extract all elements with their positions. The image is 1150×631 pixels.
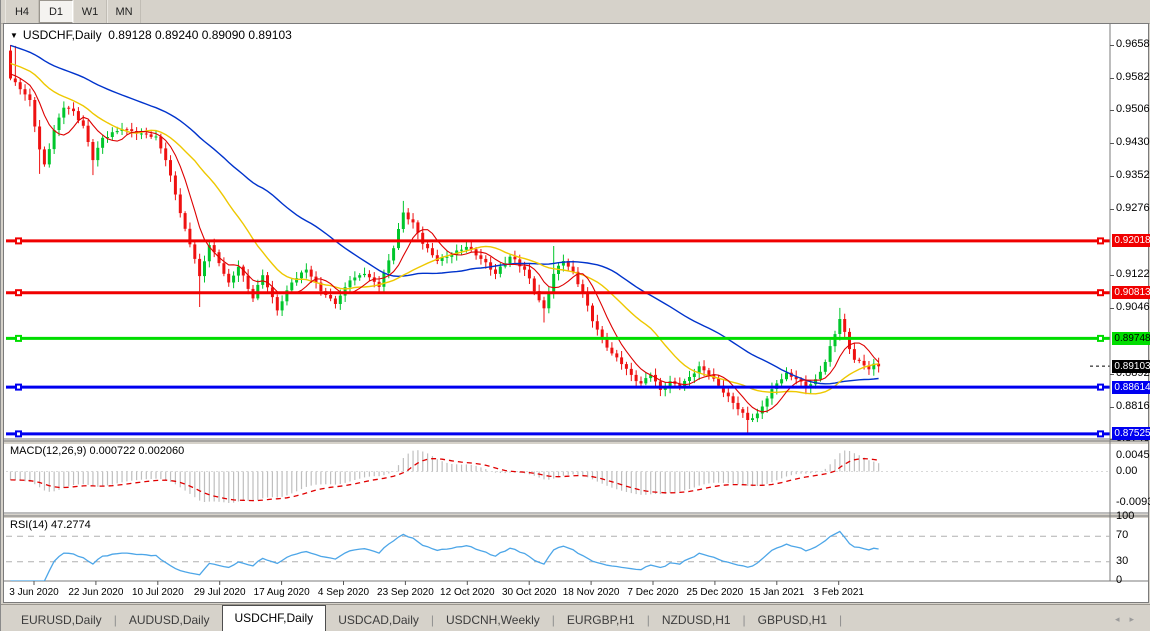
h-line-anchor-center [17, 239, 20, 243]
chart-tab-usdchf-daily[interactable]: USDCHF,Daily [221, 605, 327, 631]
tab-separator: | [430, 613, 434, 627]
tab-scroll-right-icon[interactable]: ▸ [1129, 614, 1144, 624]
time-axis-label: 29 Jul 2020 [193, 587, 246, 598]
price-axis-tick [1110, 209, 1114, 211]
price-axis-tick [1110, 77, 1114, 79]
chart-menu-triangle-icon[interactable]: ▼ [10, 31, 18, 40]
rsi-pane [6, 530, 1110, 581]
price-axis-tick [1110, 176, 1114, 178]
price-badge-0.92018: 0.92018 [1112, 234, 1150, 248]
chart-tab-gbpusd-h1[interactable]: GBPUSD,H1 [757, 613, 828, 627]
ma-slow-line [10, 44, 879, 385]
macd-axis-label--0.009348: -0.009348 [1116, 496, 1150, 509]
time-axis-label: 3 Jun 2020 [9, 587, 59, 598]
timeframe-button-d1[interactable]: D1 [39, 0, 73, 23]
chart-tab-bar: EURUSD,Daily | AUDUSD,Daily USDCHF,Daily USD… [1, 604, 1150, 631]
tab-separator: | [113, 613, 117, 627]
h-line-anchor-center [17, 336, 20, 340]
candlestick-series [9, 44, 881, 434]
price-axis-tick [1110, 275, 1114, 277]
pane-gap [4, 440, 1148, 444]
time-axis-label: 7 Dec 2020 [627, 587, 679, 598]
macd-pane [6, 450, 1110, 503]
time-axis-label: 23 Sep 2020 [377, 587, 434, 598]
ma-fast-line [10, 73, 879, 413]
time-axis-label: 12 Oct 2020 [440, 587, 495, 598]
tab-scroll-arrows: ◂▸ [1115, 614, 1144, 625]
rsi-line [10, 530, 879, 581]
tab-separator: | [551, 613, 555, 627]
time-axis-label: 15 Jan 2021 [749, 587, 805, 598]
rsi-axis-label-0: 0 [1116, 574, 1123, 586]
chart-tab-eurusd-daily[interactable]: EURUSD,Daily [21, 613, 102, 627]
chart-tab-audusd-daily[interactable]: AUDUSD,Daily [128, 613, 210, 627]
time-axis-label: 25 Dec 2020 [686, 587, 744, 598]
time-axis-label: 3 Feb 2021 [813, 587, 864, 598]
price-badge-0.89748: 0.89748 [1112, 331, 1150, 345]
rsi-axis-label-30: 30 [1116, 554, 1129, 567]
macd-signal-line [10, 457, 879, 502]
timeframe-button-h4[interactable]: H4 [5, 0, 39, 23]
chart-symbol-label: USDCHF,Daily [22, 28, 102, 42]
time-axis-label: 10 Jul 2020 [131, 587, 184, 598]
rsi-axis-label-100: 100 [1116, 510, 1135, 522]
time-axis-label: 30 Oct 2020 [501, 587, 557, 598]
macd-axis-label-0.00: 0.00 [1116, 464, 1138, 477]
h-line-anchor-center [1099, 385, 1102, 389]
timeframe-button-mn[interactable]: MN [107, 0, 141, 23]
h-line-anchor-center [17, 291, 20, 295]
price-badge-0.89103: 0.89103 [1112, 359, 1150, 373]
h-line-anchor-center [1099, 291, 1102, 295]
h-line-anchor-center [1099, 432, 1102, 436]
chart-window: ▼ USDCHF,Daily 0.89128 0.89240 0.89090 0.… [3, 23, 1150, 603]
ma-mid-line [10, 62, 879, 395]
time-axis-label: 22 Jun 2020 [68, 587, 124, 598]
price-axis-tick [1110, 142, 1114, 144]
h-line-anchor-center [1099, 336, 1102, 340]
price-axis-tick [1110, 373, 1114, 375]
chart-tab-nzdusd-h1[interactable]: NZDUSD,H1 [661, 613, 731, 627]
chart-title: ▼ USDCHF,Daily 0.89128 0.89240 0.89090 0.… [10, 28, 292, 42]
time-axis-label: 17 Aug 2020 [253, 587, 310, 598]
h-line-anchor-center [17, 385, 20, 389]
time-axis-label: 4 Sep 2020 [317, 587, 370, 598]
price-axis-tick [1110, 406, 1114, 408]
timeframe-button-w1[interactable]: W1 [73, 0, 107, 23]
chart-tab-usdcad-daily[interactable]: USDCAD,Daily [338, 613, 419, 627]
tab-separator: | [646, 613, 650, 627]
h-line-anchor-center [1099, 239, 1102, 243]
rsi-indicator-label: RSI(14) 47.2774 [10, 519, 91, 531]
h-line-anchor-center [17, 432, 20, 436]
tab-scroll-left-icon[interactable]: ◂ [1114, 614, 1130, 624]
price-axis-tick [1110, 45, 1114, 46]
macd-indicator-label: MACD(12,26,9) 0.000722 0.002060 [10, 445, 185, 457]
chart-ohlc-values: 0.89128 0.89240 0.89090 0.89103 [108, 28, 292, 42]
rsi-axis-label-70: 70 [1116, 529, 1129, 542]
timeframe-toolbar: H4 D1 W1 MN [1, 0, 1150, 24]
price-axis-tick [1110, 110, 1114, 112]
tab-separator: | [839, 613, 843, 627]
price-axis-tick [1110, 307, 1114, 309]
macd-axis-label-0.004527: 0.004527 [1116, 449, 1150, 462]
price-badge-0.90813: 0.90813 [1112, 286, 1150, 300]
tab-separator: | [742, 613, 746, 627]
price-badge-0.88614: 0.88614 [1112, 380, 1150, 394]
chart-tab-usdcnh-weekly[interactable]: USDCNH,Weekly [446, 613, 540, 627]
chart-canvas[interactable] [4, 24, 1150, 602]
chart-tab-eurgbp-h1[interactable]: EURGBP,H1 [566, 613, 635, 627]
price-badge-0.87525: 0.87525 [1112, 427, 1150, 441]
time-axis-label: 18 Nov 2020 [562, 587, 620, 598]
